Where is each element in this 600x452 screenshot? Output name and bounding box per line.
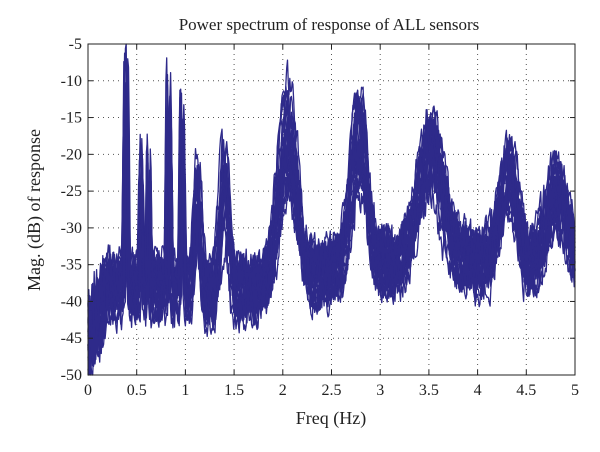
x-tick-label: 3.5 [419,382,439,399]
x-tick-label: 1.5 [224,382,244,399]
axis-ticks: 0 0.5 1 1.5 2 2.5 3 3.5 4 4.5 5 -5 -10 -15 -20 -25 -30 -3… [61,36,579,399]
y-tick-label: -30 [61,220,82,237]
y-tick-label: -5 [69,36,82,53]
sensor-series-line [87,61,576,368]
x-axis-label: Freq (Hz) [296,408,366,429]
sensor-series-line [87,95,576,346]
x-tick-label: 4 [474,382,482,399]
x-tick-label: 4.5 [516,382,536,399]
y-tick-label: -45 [61,330,82,347]
y-tick-label: -25 [61,183,82,200]
x-tick-label: 2.5 [322,382,342,399]
x-tick-label: 3 [376,382,384,399]
y-tick-label: -15 [61,110,82,127]
x-tick-label: 0 [84,382,92,399]
chart-title: Power spectrum of response of ALL sensor… [179,15,480,34]
y-tick-label: -40 [61,293,82,310]
y-tick-label: -50 [61,367,82,384]
series-lines [87,43,576,376]
x-tick-label: 5 [571,382,579,399]
x-tick-label: 0.5 [127,382,147,399]
y-tick-label: -20 [61,146,82,163]
y-tick-label: -35 [61,257,82,274]
x-tick-label: 2 [279,382,287,399]
y-tick-label: -10 [61,73,82,90]
y-axis-label: Mag. (dB) of response [24,129,45,291]
x-tick-label: 1 [181,382,189,399]
